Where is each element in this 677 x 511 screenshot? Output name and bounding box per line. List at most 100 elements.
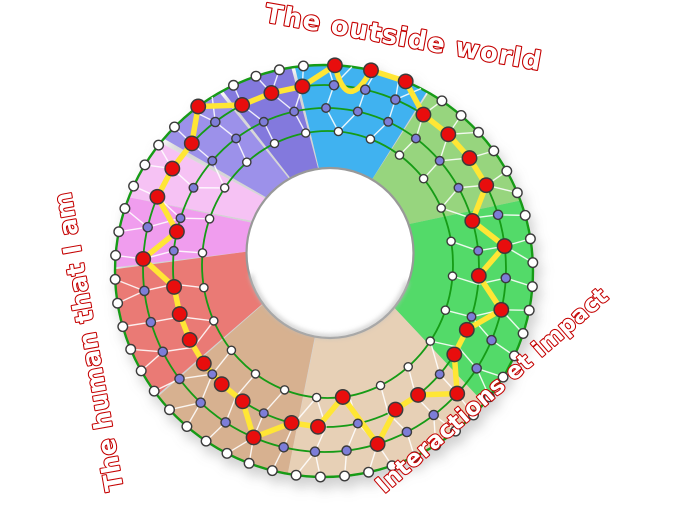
level-node[interactable] [383, 116, 394, 127]
selected-node[interactable] [245, 429, 262, 446]
level-node[interactable] [517, 328, 529, 340]
level-node[interactable] [440, 305, 451, 316]
selected-node[interactable] [387, 401, 404, 418]
level-node[interactable] [473, 245, 484, 256]
level-node[interactable] [471, 363, 483, 374]
level-node[interactable] [466, 311, 477, 322]
level-node[interactable] [483, 391, 495, 403]
level-node[interactable] [418, 173, 429, 184]
selected-node[interactable] [440, 126, 457, 143]
selected-node[interactable] [171, 306, 188, 323]
selected-node[interactable] [234, 393, 251, 410]
level-node[interactable] [468, 409, 480, 421]
level-node[interactable] [188, 182, 199, 193]
selected-node[interactable] [283, 414, 300, 431]
level-node[interactable] [359, 84, 371, 95]
level-node[interactable] [110, 249, 122, 261]
level-node[interactable] [197, 248, 208, 258]
level-node[interactable] [139, 159, 151, 171]
selected-node[interactable] [195, 355, 212, 372]
level-node[interactable] [269, 138, 280, 149]
selected-node[interactable] [183, 135, 200, 152]
level-node[interactable] [195, 397, 206, 409]
level-node[interactable] [204, 213, 215, 224]
selected-node[interactable] [166, 278, 183, 295]
level-node[interactable] [519, 209, 531, 221]
level-node[interactable] [221, 447, 233, 459]
selected-node[interactable] [478, 177, 495, 194]
selected-node[interactable] [461, 150, 478, 167]
level-node[interactable] [508, 350, 520, 362]
level-node[interactable] [436, 203, 447, 213]
level-node[interactable] [339, 470, 351, 482]
level-node[interactable] [450, 425, 462, 437]
level-node[interactable] [112, 297, 124, 309]
selected-node[interactable] [410, 386, 427, 403]
level-node[interactable] [473, 126, 485, 138]
selected-node[interactable] [493, 301, 510, 318]
selected-node[interactable] [458, 321, 475, 338]
level-node[interactable] [258, 408, 269, 419]
level-node[interactable] [200, 435, 212, 447]
selected-node[interactable] [190, 98, 207, 115]
selected-node[interactable] [168, 223, 185, 240]
level-node[interactable] [289, 106, 300, 117]
level-node[interactable] [401, 426, 413, 438]
level-node[interactable] [434, 369, 445, 380]
level-node[interactable] [145, 316, 157, 328]
level-node[interactable] [524, 233, 536, 245]
selected-node[interactable] [181, 331, 198, 348]
level-node[interactable] [394, 150, 405, 160]
selected-node[interactable] [449, 385, 466, 402]
level-node[interactable] [226, 345, 237, 356]
selected-node[interactable] [326, 57, 343, 74]
level-node[interactable] [168, 245, 179, 256]
selected-node[interactable] [310, 418, 326, 435]
level-node[interactable] [501, 165, 513, 177]
level-node[interactable] [175, 213, 186, 224]
level-node[interactable] [446, 236, 456, 247]
level-node[interactable] [181, 421, 193, 433]
selected-node[interactable] [334, 389, 351, 405]
level-node[interactable] [243, 457, 255, 469]
level-node[interactable] [258, 116, 269, 127]
level-node[interactable] [153, 139, 165, 151]
level-node[interactable] [447, 271, 458, 281]
level-node[interactable] [352, 106, 363, 117]
level-node[interactable] [135, 365, 147, 377]
level-node[interactable] [409, 451, 421, 463]
level-node[interactable] [500, 272, 512, 284]
level-node[interactable] [434, 155, 445, 166]
level-node[interactable] [168, 121, 180, 133]
level-node[interactable] [386, 460, 398, 472]
selected-node[interactable] [464, 212, 481, 229]
level-node[interactable] [328, 80, 340, 91]
selected-node[interactable] [470, 267, 487, 284]
level-node[interactable] [511, 187, 523, 199]
level-node[interactable] [208, 316, 219, 326]
level-node[interactable] [403, 361, 414, 372]
level-node[interactable] [390, 94, 401, 105]
level-node[interactable] [365, 134, 376, 144]
level-node[interactable] [148, 385, 160, 397]
level-node[interactable] [363, 466, 375, 478]
level-node[interactable] [341, 445, 352, 456]
selected-node[interactable] [415, 106, 432, 123]
level-node[interactable] [219, 183, 230, 193]
level-node[interactable] [227, 79, 239, 91]
level-node[interactable] [497, 371, 509, 383]
level-node[interactable] [333, 126, 344, 137]
level-node[interactable] [157, 346, 169, 358]
level-node[interactable] [486, 334, 497, 346]
selected-node[interactable] [234, 97, 251, 113]
level-node[interactable] [128, 180, 140, 192]
selected-node[interactable] [164, 160, 181, 177]
level-node[interactable] [455, 109, 467, 121]
level-node[interactable] [241, 157, 252, 167]
level-node[interactable] [453, 182, 464, 193]
level-node[interactable] [321, 102, 332, 113]
level-node[interactable] [410, 133, 421, 144]
level-node[interactable] [309, 446, 321, 458]
selected-node[interactable] [446, 346, 463, 363]
level-node[interactable] [199, 282, 209, 293]
